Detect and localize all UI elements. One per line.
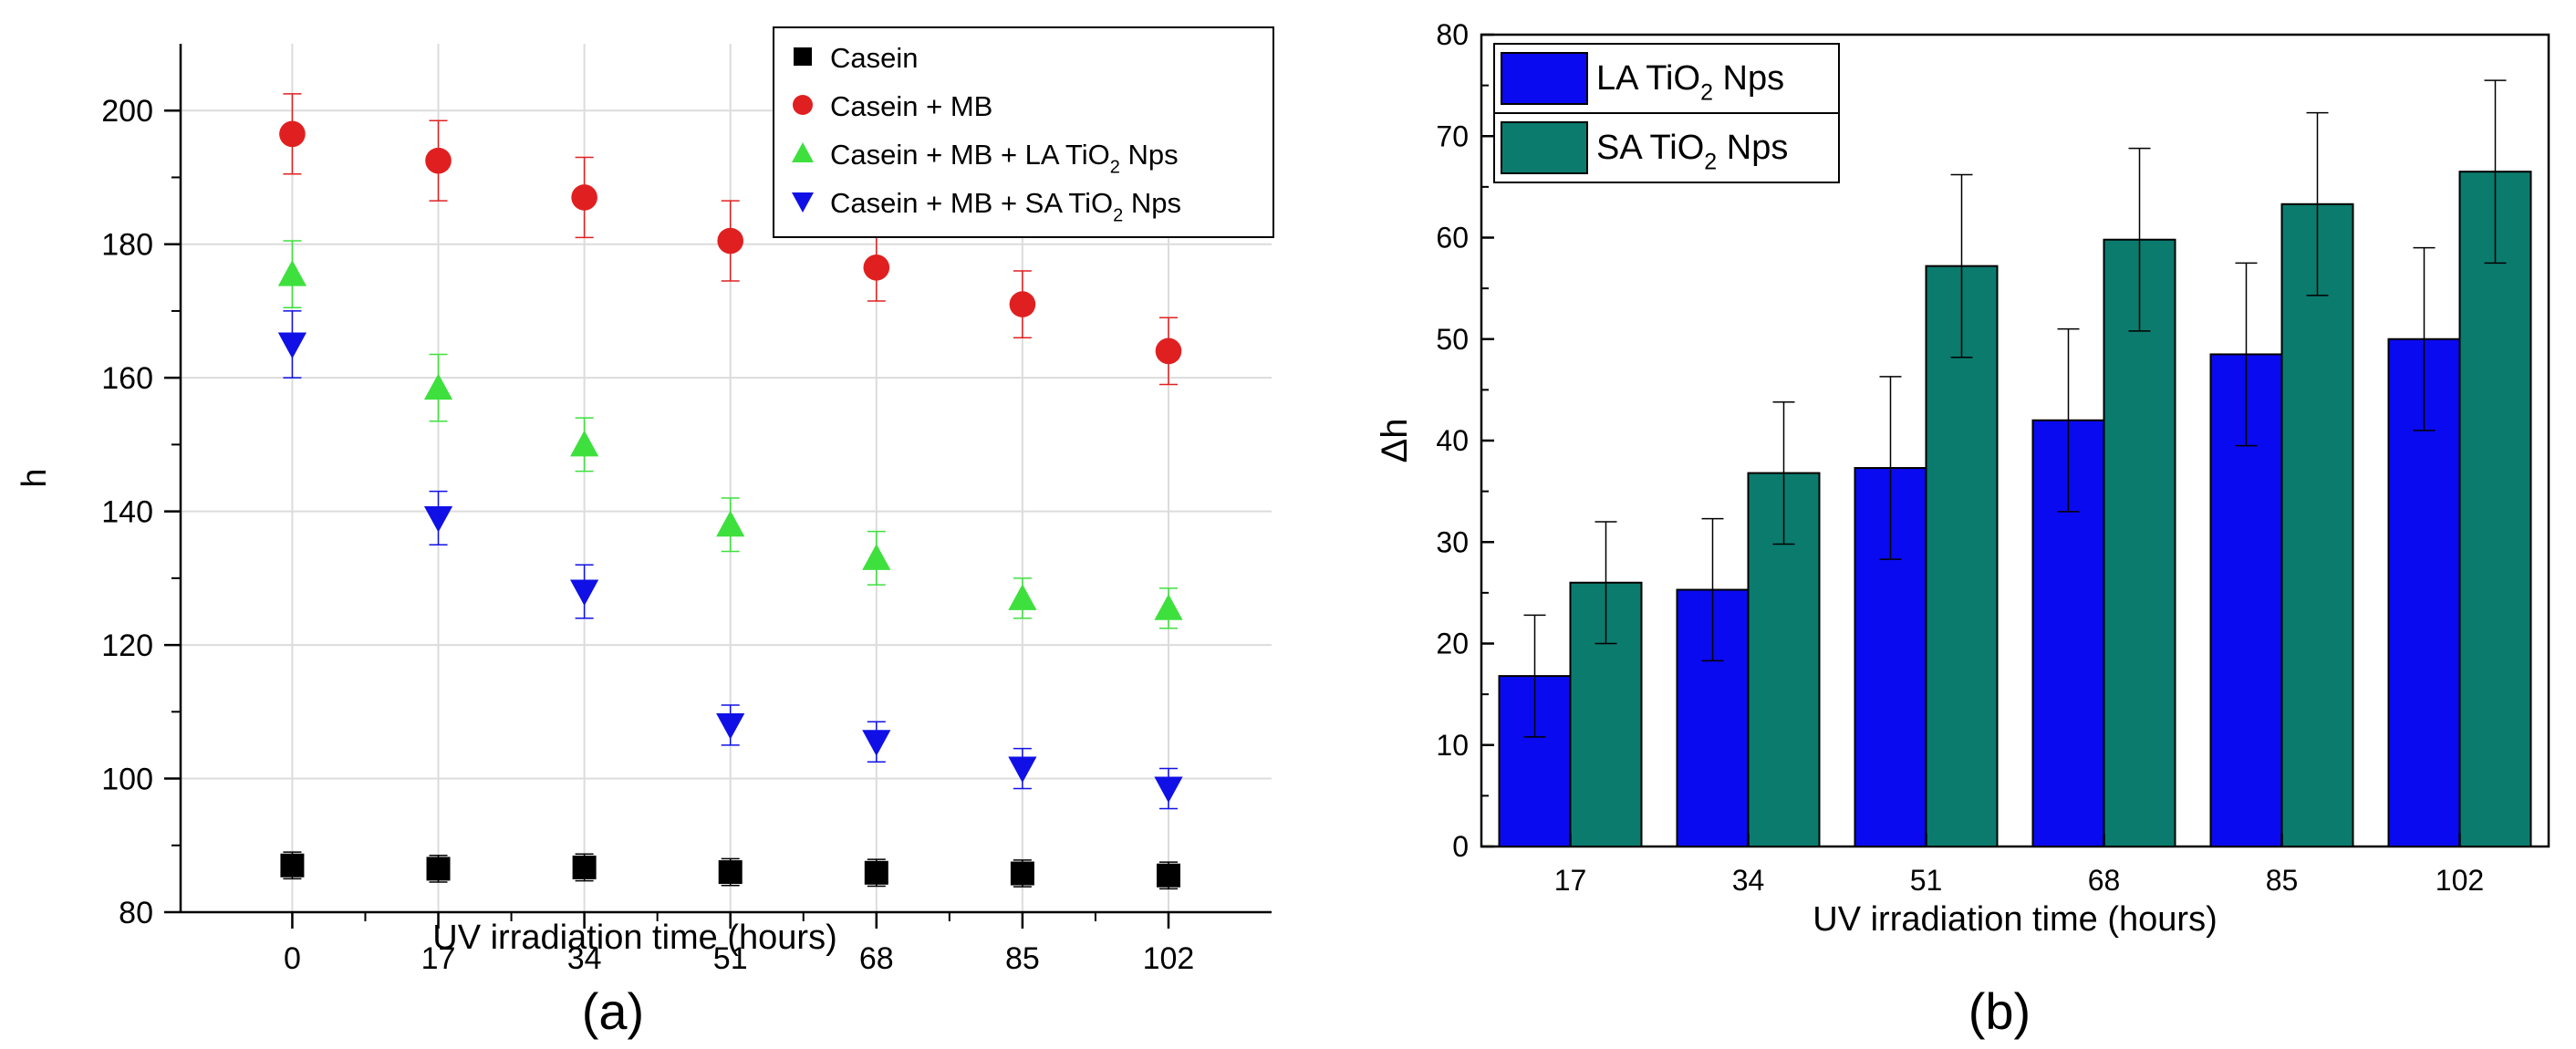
y-tick-label: 160	[101, 361, 153, 396]
y-tick-label: 30	[1436, 525, 1469, 558]
x-tick-label: 102	[2436, 864, 2484, 897]
x-tick-label: 0	[284, 941, 301, 976]
data-point	[793, 95, 813, 115]
bar-group	[1498, 521, 1643, 847]
x-tick-label: 51	[1910, 864, 1943, 897]
data-point	[279, 120, 306, 148]
x-tick-label: 34	[567, 941, 602, 976]
legend-label: Casein + MB + SA TiO2 Nps	[830, 187, 1181, 225]
legend-swatch	[1501, 52, 1588, 105]
data-point	[716, 712, 745, 740]
y-tick-label: 120	[101, 628, 153, 663]
x-tick-label: 102	[1143, 941, 1195, 976]
data-point	[1155, 338, 1182, 365]
legend: LA TiO2 Nps SA TiO2 Nps	[1493, 43, 1840, 183]
bar-group	[2031, 147, 2176, 848]
x-tick-label: 34	[1732, 864, 1765, 897]
data-point	[425, 147, 452, 174]
data-point	[423, 373, 453, 400]
legend-label: Casein + MB + LA TiO2 Nps	[830, 139, 1179, 177]
y-tick-label: 0	[1452, 830, 1469, 863]
bar-group	[2209, 111, 2354, 848]
y-tick-label: 80	[119, 896, 153, 930]
bar	[2103, 238, 2176, 848]
legend-label: LA TiO2 Nps	[1596, 59, 1784, 105]
data-point	[426, 857, 451, 881]
data-point	[1154, 776, 1183, 804]
data-point	[570, 430, 599, 457]
panel-label-b: (b)	[1968, 982, 2031, 1040]
data-point	[423, 505, 453, 533]
legend-label: Casein	[830, 42, 919, 74]
y-tick-label: 60	[1436, 222, 1469, 254]
y-tick-label: 50	[1436, 323, 1469, 356]
data-point	[794, 47, 812, 66]
y-axis-title: h	[16, 468, 54, 487]
x-axis-title: UV irradiation time (hours)	[1813, 900, 2217, 939]
y-tick-label: 180	[101, 228, 153, 263]
bar-group	[2387, 79, 2532, 847]
data-point	[792, 142, 814, 162]
legend-box	[773, 26, 1274, 238]
data-point	[718, 860, 743, 885]
series	[277, 310, 1183, 810]
bar-group	[1854, 173, 1999, 847]
data-point	[717, 227, 744, 254]
legend-swatch	[1501, 121, 1588, 174]
y-tick-label: 100	[101, 763, 153, 797]
panel-label-a: (a)	[582, 982, 644, 1040]
bar	[2458, 171, 2532, 847]
data-point	[862, 544, 891, 570]
data-point	[570, 579, 599, 607]
data-point	[1156, 863, 1180, 888]
x-tick-label: 68	[859, 941, 894, 976]
data-point	[571, 184, 597, 211]
x-tick-label: 85	[2266, 864, 2299, 897]
data-point	[277, 332, 307, 359]
data-point	[864, 860, 888, 885]
data-point	[863, 254, 890, 281]
x-tick-label: 17	[421, 941, 456, 976]
data-point	[280, 853, 305, 878]
series	[279, 93, 1182, 386]
x-tick-label: 51	[713, 941, 748, 976]
y-tick-label: 80	[1436, 18, 1469, 51]
y-tick-label: 70	[1436, 119, 1469, 152]
legend-label: Casein + MB	[830, 90, 992, 122]
x-tick-label: 85	[1005, 941, 1040, 976]
bar-group	[1676, 400, 1821, 847]
data-point	[572, 855, 597, 879]
data-point	[862, 730, 891, 756]
legend: Casein Casein + MB Casein + MB + LA TiO2 N…	[773, 26, 1274, 238]
data-point	[1008, 756, 1037, 784]
bar	[2280, 203, 2354, 848]
y-tick-label: 200	[101, 94, 153, 129]
series	[277, 240, 1183, 629]
data-point	[277, 260, 307, 286]
y-tick-label: 140	[101, 495, 153, 530]
y-tick-label: 10	[1436, 729, 1469, 762]
scatter-chart-a: 80 100 120 140 160 180 200 0 17 34 51 68 85 102 UV irr…	[16, 26, 1274, 976]
data-point	[716, 510, 745, 537]
data-point	[1154, 594, 1183, 620]
y-axis-title: Δh	[1375, 419, 1415, 463]
bar-chart-b: 0 10 20 30 40 50 60 70 80 17 34 51 68 85 102 UV irradia…	[1375, 18, 2550, 939]
legend-label: SA TiO2 Nps	[1596, 129, 1788, 174]
data-point	[792, 192, 814, 213]
x-tick-label: 68	[2088, 864, 2121, 897]
data-point	[1009, 291, 1036, 317]
x-axis-title: UV irradiation time (hours)	[432, 919, 836, 957]
data-point	[1008, 584, 1037, 610]
y-tick-label: 40	[1436, 424, 1469, 457]
data-point	[1010, 861, 1034, 886]
series	[280, 851, 1180, 890]
y-tick-label: 20	[1436, 628, 1469, 660]
x-tick-label: 17	[1554, 864, 1587, 897]
bar	[1925, 265, 1999, 847]
